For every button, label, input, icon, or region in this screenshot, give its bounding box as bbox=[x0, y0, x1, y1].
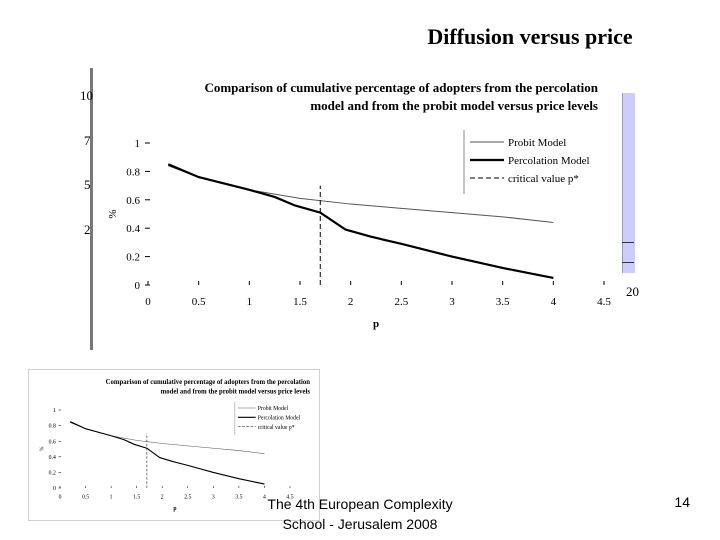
background-y-tick: 7 bbox=[84, 133, 91, 148]
legend-label: Percolation Model bbox=[258, 415, 301, 421]
y-tick-label: 0 bbox=[135, 280, 141, 292]
series-line bbox=[167, 163, 554, 279]
x-tick-label: 1 bbox=[110, 494, 113, 500]
legend-label: critical value p* bbox=[508, 173, 579, 185]
y-tick-label: 0.6 bbox=[126, 195, 140, 207]
legend-label: Percolation Model bbox=[508, 155, 590, 167]
x-tick-label: 3.5 bbox=[235, 494, 242, 500]
x-tick-label: 2.5 bbox=[394, 296, 408, 308]
x-tick-label: 1 bbox=[247, 296, 253, 308]
y-tick-label: 0.2 bbox=[49, 470, 56, 476]
x-tick-label: 3 bbox=[449, 296, 455, 308]
x-tick-label: 2 bbox=[161, 494, 164, 500]
chart-title: Comparison of cumulative percentage of a… bbox=[106, 379, 311, 386]
background-y-tick: 10 bbox=[80, 88, 93, 103]
footer-line: The 4th European Complexity bbox=[267, 496, 453, 512]
x-tick-label: 4 bbox=[551, 296, 557, 308]
x-tick-label: 0 bbox=[145, 296, 151, 308]
x-tick-label: 1.5 bbox=[133, 494, 140, 500]
y-tick-label: 1 bbox=[135, 138, 141, 150]
y-tick-label: 0.4 bbox=[126, 223, 140, 235]
y-axis-label: % bbox=[107, 209, 119, 218]
x-axis-label: p bbox=[173, 506, 176, 512]
background-y-tick: 5 bbox=[84, 177, 91, 192]
y-tick-label: 1 bbox=[53, 408, 56, 414]
legend-label: Probit Model bbox=[508, 137, 566, 149]
x-tick-label: 0.5 bbox=[192, 296, 206, 308]
page-number: 14 bbox=[674, 494, 690, 510]
x-tick-label: 4 bbox=[263, 494, 266, 500]
x-tick-label: 3 bbox=[212, 494, 215, 500]
x-tick-label: 2.5 bbox=[184, 494, 191, 500]
chart-subtitle: model and from the probit model versus p… bbox=[310, 98, 598, 113]
y-tick-label: 0.4 bbox=[49, 455, 56, 461]
footer: The 4th European Complexity School - Jer… bbox=[240, 494, 480, 534]
x-tick-label: 1.5 bbox=[293, 296, 307, 308]
series-line bbox=[70, 422, 265, 454]
x-tick-label: 0.5 bbox=[82, 494, 89, 500]
y-tick-label: 0.6 bbox=[49, 439, 56, 445]
y-tick-label: 0.8 bbox=[126, 166, 140, 178]
background-panel-left bbox=[90, 68, 93, 350]
footer-line: School - Jerusalem 2008 bbox=[282, 516, 438, 532]
background-x-tick: 20 bbox=[626, 284, 639, 299]
legend-label: critical value p* bbox=[258, 425, 295, 431]
x-tick-label: 2 bbox=[348, 296, 354, 308]
y-tick-label: 0.8 bbox=[49, 424, 56, 430]
x-tick-label: 4.5 bbox=[597, 296, 611, 308]
x-tick-label: 4.5 bbox=[286, 494, 293, 500]
background-y-tick: 2 bbox=[84, 222, 91, 237]
slide-title: Diffusion versus price bbox=[427, 24, 633, 49]
thumbnail-frame bbox=[28, 369, 320, 521]
y-axis-label: % bbox=[39, 446, 45, 451]
chart-title: Comparison of cumulative percentage of a… bbox=[204, 80, 598, 95]
background-panel-fill bbox=[622, 93, 635, 273]
background-panel-line bbox=[622, 262, 634, 263]
x-tick-label: 0 bbox=[59, 494, 62, 500]
legend-label: Probit Model bbox=[258, 406, 289, 412]
y-tick-label: 0.2 bbox=[126, 252, 140, 264]
y-tick-label: 0 bbox=[53, 486, 56, 492]
x-tick-label: 3.5 bbox=[496, 296, 510, 308]
chart-subtitle: model and from the probit model versus p… bbox=[161, 388, 311, 395]
background-panel-line bbox=[622, 242, 634, 243]
x-axis-label: p bbox=[373, 318, 379, 330]
series-line bbox=[69, 421, 265, 485]
